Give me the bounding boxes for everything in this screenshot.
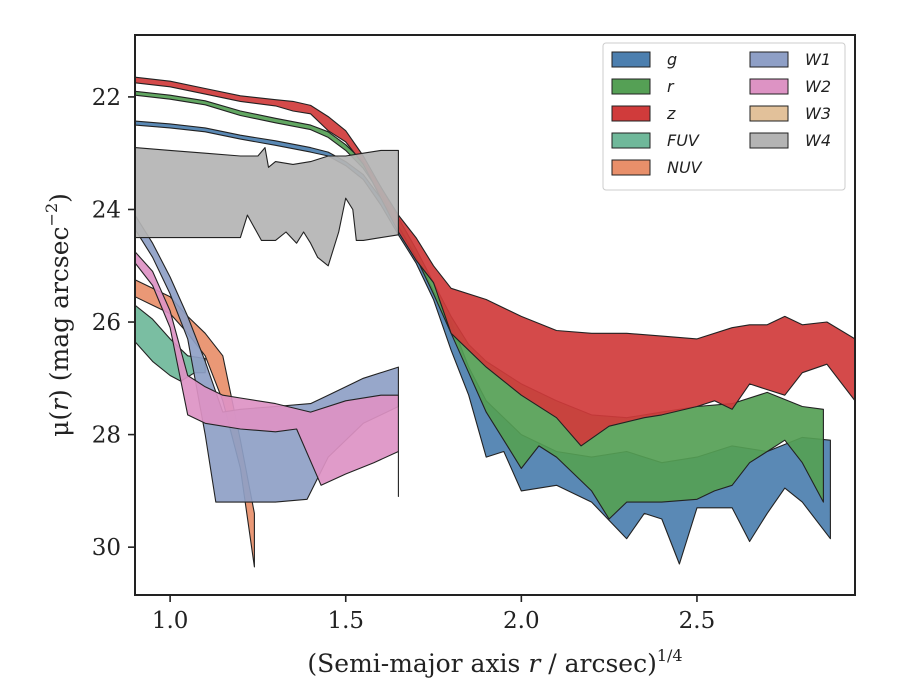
y-axis-ticks: 22 24 26 28 30 xyxy=(92,85,135,561)
legend-swatch-g xyxy=(611,51,651,68)
plot-frame xyxy=(134,34,856,596)
band-w2 xyxy=(135,251,399,498)
y-tick-label: 30 xyxy=(92,535,121,561)
y-axis-label: μ(r) (mag arcsec−2) xyxy=(42,193,74,437)
x-axis-label: (Semi-major axis r / arcsec)1/4 xyxy=(307,646,682,678)
legend-swatch-r xyxy=(611,78,651,95)
band-w4 xyxy=(135,147,399,267)
legend-label-z: z xyxy=(666,104,676,123)
legend-label-g: g xyxy=(667,50,677,69)
legend-label-r: r xyxy=(667,77,675,96)
legend-swatch-w4 xyxy=(749,132,789,149)
x-tick-label: 2.0 xyxy=(503,608,540,634)
legend-swatch-w1 xyxy=(749,51,789,68)
x-tick-label: 1.5 xyxy=(327,608,364,634)
legend-label-w3: W3 xyxy=(805,104,831,123)
legend-label-w4: W4 xyxy=(805,131,831,150)
legend: grz FUV NUV W1 W2 W3 W4 xyxy=(602,42,846,191)
legend-label-nuv: NUV xyxy=(667,158,703,177)
legend-swatch-fuv xyxy=(611,132,651,149)
legend-swatch-z xyxy=(611,105,651,122)
legend-label-w2: W2 xyxy=(805,77,831,96)
series-layer xyxy=(135,76,855,568)
legend-swatch-nuv xyxy=(611,159,651,176)
x-tick-label: 1.0 xyxy=(152,608,189,634)
y-tick-label: 22 xyxy=(92,85,121,111)
legend-swatch-w3 xyxy=(749,105,789,122)
legend-swatch-w2 xyxy=(749,78,789,95)
y-tick-label: 24 xyxy=(92,197,121,223)
legend-label-fuv: FUV xyxy=(667,131,700,150)
legend-label-w1: W1 xyxy=(805,50,831,69)
x-tick-label: 2.5 xyxy=(679,608,716,634)
y-tick-label: 28 xyxy=(92,423,121,449)
x-axis-ticks: 1.0 1.5 2.0 2.5 xyxy=(152,595,715,634)
y-tick-label: 26 xyxy=(92,310,121,336)
